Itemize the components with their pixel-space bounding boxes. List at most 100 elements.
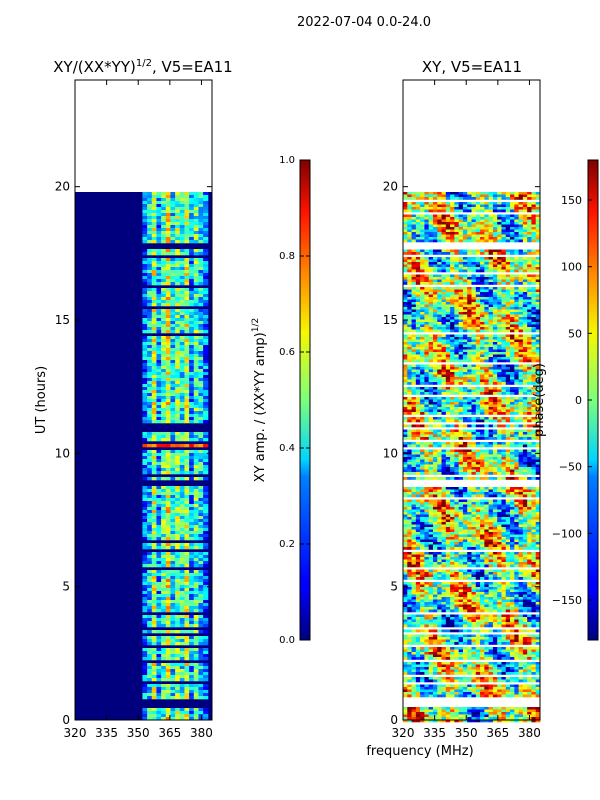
right-heatmap-cell xyxy=(424,192,430,195)
left-heatmap-cell xyxy=(175,597,181,601)
right-heatmap-cell xyxy=(450,352,455,355)
left-heatmap-cell xyxy=(189,237,195,241)
left-heatmap-cell xyxy=(161,222,167,226)
right-heatmap-cell xyxy=(415,257,421,260)
right-heatmap-cell xyxy=(480,207,485,210)
left-heatmap-cell xyxy=(151,708,157,712)
right-heatmap-cell xyxy=(420,449,425,453)
left-heatmap-cell xyxy=(156,471,162,475)
right-heatmap-cell xyxy=(527,364,532,368)
right-heatmap-cell xyxy=(458,382,464,385)
right-heatmap-cell xyxy=(510,277,515,280)
left-heatmap-cell xyxy=(193,519,199,523)
left-heatmap-cell xyxy=(147,315,153,319)
left-heatmap-cell xyxy=(179,468,185,472)
left-heatmap-cell xyxy=(189,663,195,667)
left-heatmap-cell xyxy=(165,411,171,415)
right-heatmap-cell xyxy=(522,289,528,293)
left-heatmap-cell xyxy=(189,654,195,658)
right-heatmap-cell xyxy=(522,314,528,318)
left-heatmap-cell xyxy=(165,504,171,508)
right-heatmap-cell xyxy=(518,214,524,218)
right-heatmap-cell xyxy=(531,412,537,415)
left-heatmap-cell xyxy=(203,393,209,397)
right-heatmap-cell xyxy=(437,337,443,340)
right-heatmap-cell xyxy=(415,392,421,395)
right-heatmap-cell xyxy=(424,209,430,213)
right-heatmap-cell xyxy=(514,357,520,360)
right-heatmap-cell xyxy=(428,269,434,273)
right-heatmap-cell xyxy=(437,289,443,293)
left-heatmap-cell xyxy=(179,219,185,223)
right-heatmap-cell xyxy=(480,232,485,235)
left-heatmap-cell xyxy=(179,393,185,397)
right-heatmap-cell xyxy=(424,219,430,223)
left-heatmap-cell xyxy=(156,288,162,292)
left-heatmap-cell xyxy=(175,528,181,532)
left-heatmap-cell xyxy=(161,249,167,253)
right-heatmap-cell xyxy=(441,312,447,315)
right-heatmap-cell xyxy=(428,437,434,440)
right-heatmap-cell xyxy=(510,252,515,255)
left-heatmap-cell xyxy=(147,465,153,469)
left-heatmap-cell xyxy=(170,405,176,409)
right-heatmap-cell xyxy=(535,372,541,375)
left-heatmap-cell xyxy=(147,351,153,355)
right-heatmap-cell xyxy=(462,277,468,280)
left-heatmap-cell xyxy=(147,348,153,352)
left-heatmap-cell xyxy=(151,513,157,517)
right-heatmap-cell xyxy=(492,347,498,350)
left-heatmap-cell xyxy=(142,291,148,295)
right-heatmap-cell xyxy=(441,377,447,380)
left-heatmap-cell xyxy=(156,555,162,559)
right-heatmap-cell xyxy=(505,292,511,295)
left-heatmap-cell xyxy=(175,630,181,634)
right-heatmap-cell xyxy=(522,334,528,338)
right-heatmap-cell xyxy=(450,249,455,253)
right-heatmap-cell xyxy=(514,239,520,243)
right-heatmap-cell xyxy=(454,217,460,220)
right-heatmap-cell xyxy=(501,204,507,208)
right-heatmap-cell xyxy=(535,252,541,255)
right-heatmap-cell xyxy=(415,367,421,370)
left-heatmap-cell xyxy=(156,603,162,607)
left-heatmap-cell xyxy=(179,510,185,514)
right-heatmap-cell xyxy=(407,339,413,343)
left-heatmap-cell xyxy=(170,294,176,298)
right-heatmap-cell xyxy=(492,292,498,295)
right-heatmap-cell xyxy=(445,429,451,433)
right-heatmap-cell xyxy=(471,382,477,385)
right-heatmap-cell xyxy=(527,289,532,293)
right-heatmap-cell xyxy=(403,267,408,270)
right-heatmap-cell xyxy=(475,369,481,373)
left-heatmap-cell xyxy=(193,381,199,385)
left-heatmap-cell xyxy=(147,432,153,436)
left-heatmap-cell xyxy=(189,630,195,634)
right-heatmap-cell xyxy=(428,399,434,403)
right-heatmap-cell xyxy=(527,337,532,340)
right-heatmap-cell xyxy=(480,399,485,403)
right-heatmap-cell xyxy=(450,197,455,200)
right-heatmap-cell xyxy=(522,349,528,353)
right-heatmap-cell xyxy=(488,419,494,423)
left-heatmap-cell xyxy=(151,261,157,265)
right-heatmap-cell xyxy=(497,344,502,348)
left-heatmap-cell xyxy=(189,498,195,502)
right-heatmap-cell xyxy=(492,287,498,290)
right-heatmap-cell xyxy=(484,452,490,455)
right-heatmap-cell xyxy=(411,349,417,353)
right-heatmap-cell xyxy=(505,202,511,205)
left-heatmap-cell xyxy=(161,417,167,421)
right-heatmap-cell xyxy=(531,364,537,368)
right-heatmap-cell xyxy=(424,352,430,355)
left-heatmap-cell xyxy=(198,372,204,376)
right-heatmap-cell xyxy=(467,324,472,328)
right-heatmap-cell xyxy=(514,312,520,315)
left-heatmap-cell xyxy=(151,225,157,229)
left-heatmap-cell xyxy=(142,600,148,604)
right-heatmap-cell xyxy=(415,264,421,268)
right-heatmap-cell xyxy=(403,389,408,393)
left-heatmap-cell xyxy=(170,555,176,559)
left-heatmap-cell xyxy=(170,585,176,589)
left-heatmap-cell xyxy=(161,420,167,424)
